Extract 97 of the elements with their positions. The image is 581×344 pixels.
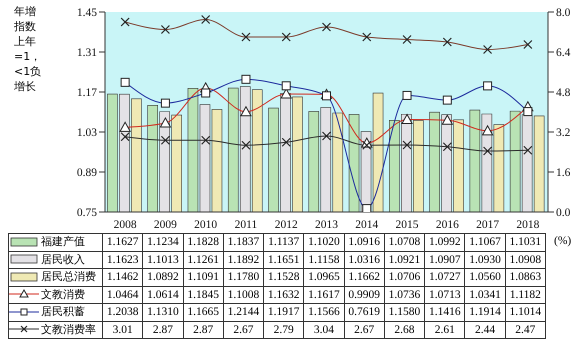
data-label: 1.1665 bbox=[183, 304, 224, 321]
y2-axis-title: (%) bbox=[554, 235, 572, 247]
data-label: 1.0992 bbox=[424, 234, 465, 251]
legend-label: 福建产值 bbox=[40, 234, 85, 249]
data-label: 1.0706 bbox=[384, 268, 425, 286]
x-tick-label: 2014 bbox=[355, 219, 379, 232]
y-tick-label: 1.31 bbox=[76, 47, 98, 60]
data-label: 2.44 bbox=[464, 321, 506, 338]
data-label: 1.0727 bbox=[424, 268, 465, 286]
data-label: 1.1013 bbox=[142, 251, 184, 268]
data-label: 2.67 bbox=[223, 321, 264, 338]
x-tick-label: 2012 bbox=[274, 219, 298, 232]
data-label: 1.0713 bbox=[424, 286, 465, 304]
data-label: 1.1137 bbox=[264, 234, 304, 251]
data-label: 1.1780 bbox=[223, 268, 264, 286]
data-label: 1.2144 bbox=[223, 304, 264, 321]
data-label: 1.0916 bbox=[344, 234, 384, 251]
y-tick-label: 0.89 bbox=[76, 167, 98, 180]
data-label: 2.87 bbox=[183, 321, 224, 338]
y2-tick-label: 3.2 bbox=[556, 127, 571, 140]
y2-tick-label: 6.4 bbox=[556, 47, 571, 60]
data-label: 1.1234 bbox=[142, 234, 184, 251]
data-label: 1.1917 bbox=[264, 304, 304, 321]
x-tick-label: 2017 bbox=[476, 219, 500, 232]
y-tick-label: 0.75 bbox=[76, 207, 98, 220]
y2-tick-label: 1.6 bbox=[556, 167, 571, 180]
x-tick-label: 2013 bbox=[315, 219, 338, 232]
data-label: 1.0907 bbox=[424, 251, 465, 268]
data-label: 1.1627 bbox=[102, 234, 143, 251]
data-label: 3.04 bbox=[304, 321, 344, 338]
legend-label: 居民收入 bbox=[40, 252, 85, 266]
data-label: 2.79 bbox=[264, 321, 304, 338]
data-label: 1.1651 bbox=[264, 251, 304, 268]
data-label: 1.1837 bbox=[223, 234, 264, 251]
data-label: 1.1008 bbox=[223, 286, 264, 304]
y-tick-label: 1.17 bbox=[76, 87, 98, 100]
data-label: 1.1580 bbox=[384, 304, 425, 321]
data-label: 2.61 bbox=[424, 321, 465, 338]
data-label: 1.1623 bbox=[102, 251, 143, 268]
data-label: 1.1020 bbox=[304, 234, 344, 251]
x-tick-label: 2011 bbox=[234, 219, 258, 232]
y-tick-label: 1.45 bbox=[76, 7, 98, 20]
data-label: 2.87 bbox=[142, 321, 184, 338]
data-label: 1.0341 bbox=[464, 286, 506, 304]
x-tick-label: 2018 bbox=[516, 219, 540, 232]
data-label: 1.1566 bbox=[304, 304, 344, 321]
data-label: 1.1416 bbox=[424, 304, 465, 321]
legend-label: 文教消费 bbox=[40, 286, 85, 302]
data-label: 1.1067 bbox=[464, 234, 506, 251]
data-label: 0.9909 bbox=[344, 286, 384, 304]
legend-label: 居民总消费 bbox=[40, 269, 96, 284]
data-label: 1.1261 bbox=[183, 251, 224, 268]
legend-label: 文教消费率 bbox=[40, 322, 96, 336]
data-label: 0.7619 bbox=[344, 304, 384, 321]
x-tick-label: 2009 bbox=[154, 219, 178, 232]
data-label: 1.0736 bbox=[384, 286, 425, 304]
y2-tick-label: 4.8 bbox=[556, 87, 571, 100]
y2-tick-label: 8.0 bbox=[556, 7, 571, 20]
data-label: 1.1031 bbox=[505, 234, 546, 251]
data-label: 1.1828 bbox=[183, 234, 224, 251]
data-label: 1.0316 bbox=[344, 251, 384, 268]
data-label: 1.2038 bbox=[102, 304, 143, 321]
data-label: 1.0708 bbox=[384, 234, 425, 251]
data-label: 1.1617 bbox=[304, 286, 344, 304]
data-label: 1.0614 bbox=[142, 286, 184, 304]
x-tick-label: 2015 bbox=[396, 219, 419, 232]
data-label: 1.0863 bbox=[505, 268, 546, 286]
y2-tick-label: 0.0 bbox=[556, 207, 571, 220]
data-label: 1.1014 bbox=[505, 304, 546, 321]
y-tick-label: 1.03 bbox=[76, 127, 98, 140]
data-label: 1.1462 bbox=[102, 268, 143, 286]
data-label: 1.1892 bbox=[223, 251, 264, 268]
data-label: 1.1528 bbox=[264, 268, 304, 286]
data-label: 1.0930 bbox=[464, 251, 506, 268]
data-label: 1.1914 bbox=[464, 304, 506, 321]
data-label: 1.1632 bbox=[264, 286, 304, 304]
data-label: 2.68 bbox=[384, 321, 425, 338]
data-label: 2.47 bbox=[505, 321, 546, 338]
x-tick-label: 2016 bbox=[436, 219, 460, 232]
data-label: 1.0908 bbox=[505, 251, 546, 268]
data-label: 1.0921 bbox=[384, 251, 425, 268]
data-label: 1.0892 bbox=[142, 268, 184, 286]
data-label: 1.0965 bbox=[304, 268, 344, 286]
legend-label: 居民积蓄 bbox=[40, 304, 85, 319]
data-label: 1.1662 bbox=[344, 268, 384, 286]
data-label: 1.0560 bbox=[464, 268, 506, 286]
data-label: 1.1091 bbox=[183, 268, 224, 286]
data-label: 1.0464 bbox=[102, 286, 143, 304]
data-label: 1.1845 bbox=[183, 286, 224, 304]
data-label: 1.1182 bbox=[505, 286, 546, 304]
y-axis-title: 年增指数上年=1，<1负增长 bbox=[14, 4, 42, 94]
x-tick-label: 2008 bbox=[114, 219, 137, 232]
data-label: 2.67 bbox=[344, 321, 384, 338]
data-label: 1.1158 bbox=[304, 251, 344, 268]
data-label: 3.01 bbox=[102, 321, 143, 338]
x-tick-label: 2010 bbox=[194, 219, 218, 232]
data-label: 1.1310 bbox=[142, 304, 184, 321]
